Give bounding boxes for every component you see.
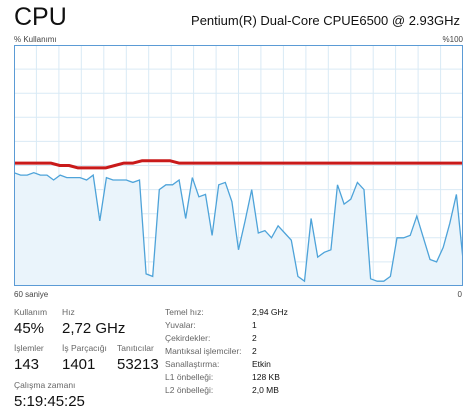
utilization-label: Kullanım <box>14 307 48 317</box>
processes-label: İşlemler <box>14 343 44 353</box>
min-percent-label: 0 <box>457 290 462 299</box>
cpu-utilization-graph <box>14 45 463 286</box>
usage-line <box>14 172 463 283</box>
spec-key: L1 önbelleği: <box>165 372 214 382</box>
spec-key: L2 önbelleği: <box>165 385 214 395</box>
speed-label: Hız <box>62 307 75 317</box>
page-title: CPU <box>14 3 67 31</box>
spec-key: Sanallaştırma: <box>165 359 220 369</box>
spec-row-l2-cache: L2 önbelleği: 2,0 MB <box>165 385 465 397</box>
spec-key: Yuvalar: <box>165 320 196 330</box>
handles-value: 53213 <box>117 356 159 373</box>
threads-label: İş Parçacığı <box>62 343 107 353</box>
spec-row-base-speed: Temel hız: 2,94 GHz <box>165 307 465 319</box>
uptime-value: 5:19:45:25 <box>14 393 85 410</box>
spec-value: 1 <box>252 320 257 330</box>
threads-value: 1401 <box>62 356 96 373</box>
utilization-value: 45% <box>14 320 45 337</box>
utilization-axis-label: % Kullanımı <box>14 35 57 44</box>
graph-border <box>14 45 463 286</box>
spec-value: 2 <box>252 346 257 356</box>
spec-row-logical-processors: Mantıksal işlemciler: 2 <box>165 346 465 358</box>
spec-value: 128 KB <box>252 372 280 382</box>
processes-value: 143 <box>14 356 40 373</box>
spec-key: Temel hız: <box>165 307 204 317</box>
spec-value: 2,0 MB <box>252 385 279 395</box>
spec-row-l1-cache: L1 önbelleği: 128 KB <box>165 372 465 384</box>
spec-key: Çekirdekler: <box>165 333 211 343</box>
spec-row-sockets: Yuvalar: 1 <box>165 320 465 332</box>
spec-value: 2,94 GHz <box>252 307 288 317</box>
usage-area <box>14 172 463 286</box>
uptime-label: Çalışma zamanı <box>14 380 76 390</box>
max-percent-label: %100 <box>442 35 463 44</box>
time-span-label: 60 saniye <box>14 290 49 299</box>
handles-label: Tanıtıcılar <box>117 343 154 353</box>
cpu-model-name: Pentium(R) Dual-Core CPUE6500 @ 2.93GHz <box>191 13 460 28</box>
spec-row-virtualization: Sanallaştırma: Etkin <box>165 359 465 371</box>
speed-value: 2,72 GHz <box>62 320 126 337</box>
highlight-line <box>14 159 463 170</box>
spec-value: Etkin <box>252 359 271 369</box>
spec-key: Mantıksal işlemciler: <box>165 346 242 356</box>
spec-row-cores: Çekirdekler: 2 <box>165 333 465 345</box>
spec-value: 2 <box>252 333 257 343</box>
